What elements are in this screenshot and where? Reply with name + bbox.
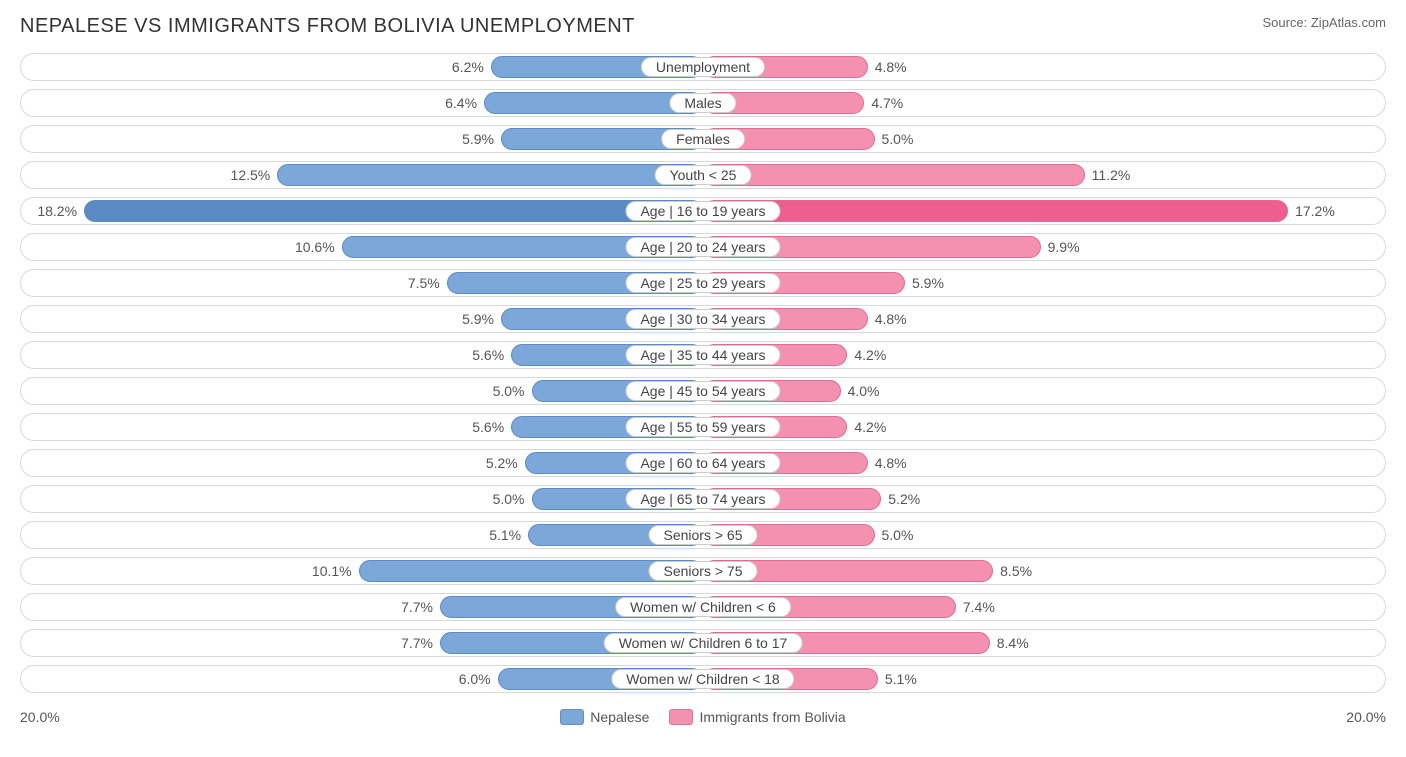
chart-row: 5.9% 5.0% Females — [20, 125, 1386, 153]
value-label-right: 8.4% — [989, 635, 1029, 651]
category-label: Unemployment — [641, 57, 765, 77]
value-label-left: 5.6% — [472, 347, 512, 363]
bar-right: 11.2% — [703, 164, 1085, 186]
value-label-right: 4.8% — [867, 455, 907, 471]
value-label-right: 4.0% — [840, 383, 880, 399]
category-label: Age | 55 to 59 years — [625, 417, 780, 437]
chart-row: 6.2% 4.8% Unemployment — [20, 53, 1386, 81]
value-label-left: 5.0% — [493, 383, 533, 399]
value-label-left: 10.1% — [312, 563, 360, 579]
chart-row: 6.4% 4.7% Males — [20, 89, 1386, 117]
chart-row: 12.5%11.2%Youth < 25 — [20, 161, 1386, 189]
value-label-left: 7.7% — [401, 599, 441, 615]
category-label: Age | 65 to 74 years — [625, 489, 780, 509]
legend-item-left: Nepalese — [560, 709, 649, 725]
bar-left: 18.2% — [84, 200, 703, 222]
value-label-right: 5.1% — [877, 671, 917, 687]
category-label: Age | 45 to 54 years — [625, 381, 780, 401]
chart-header: NEPALESE VS IMMIGRANTS FROM BOLIVIA UNEM… — [10, 10, 1396, 53]
category-label: Age | 16 to 19 years — [625, 201, 780, 221]
value-label-left: 12.5% — [231, 167, 279, 183]
category-label: Males — [669, 93, 736, 113]
value-label-right: 5.0% — [874, 131, 914, 147]
chart-row: 10.1% 8.5% Seniors > 75 — [20, 557, 1386, 585]
category-label: Women w/ Children < 6 — [615, 597, 791, 617]
value-label-left: 6.0% — [459, 671, 499, 687]
chart-row: 10.6% 9.9% Age | 20 to 24 years — [20, 233, 1386, 261]
value-label-right: 5.2% — [880, 491, 920, 507]
value-label-right: 4.2% — [846, 347, 886, 363]
category-label: Age | 35 to 44 years — [625, 345, 780, 365]
legend: Nepalese Immigrants from Bolivia — [60, 709, 1347, 725]
category-label: Age | 30 to 34 years — [625, 309, 780, 329]
value-label-right: 4.8% — [867, 59, 907, 75]
value-label-left: 5.1% — [489, 527, 529, 543]
category-label: Age | 25 to 29 years — [625, 273, 780, 293]
value-label-left: 5.9% — [462, 131, 502, 147]
legend-label-right: Immigrants from Bolivia — [699, 709, 845, 725]
value-label-left: 5.6% — [472, 419, 512, 435]
chart-area: 6.2% 4.8% Unemployment 6.4% 4.7% Males 5.9% 5.0… — [10, 53, 1396, 693]
value-label-left: 7.7% — [401, 635, 441, 651]
chart-row: 5.2% 4.8% Age | 60 to 64 years — [20, 449, 1386, 477]
chart-row: 5.0% 4.0% Age | 45 to 54 years — [20, 377, 1386, 405]
chart-row: 7.7% 8.4% Women w/ Children 6 to 17 — [20, 629, 1386, 657]
value-label-left: 5.9% — [462, 311, 502, 327]
bar-left: 12.5% — [277, 164, 703, 186]
category-label: Women w/ Children < 18 — [611, 669, 794, 689]
value-label-right: 7.4% — [955, 599, 995, 615]
value-label-right: 17.2% — [1287, 203, 1335, 219]
chart-footer: 20.0% Nepalese Immigrants from Bolivia 2… — [10, 701, 1396, 730]
value-label-left: 5.0% — [493, 491, 533, 507]
value-label-right: 8.5% — [992, 563, 1032, 579]
chart-row: 7.7% 7.4% Women w/ Children < 6 — [20, 593, 1386, 621]
chart-row: 6.0% 5.1% Women w/ Children < 18 — [20, 665, 1386, 693]
category-label: Youth < 25 — [655, 165, 752, 185]
value-label-right: 9.9% — [1040, 239, 1080, 255]
value-label-right: 11.2% — [1084, 167, 1131, 183]
value-label-left: 6.2% — [452, 59, 492, 75]
category-label: Seniors > 65 — [649, 525, 758, 545]
chart-row: 5.0% 5.2% Age | 65 to 74 years — [20, 485, 1386, 513]
legend-item-right: Immigrants from Bolivia — [669, 709, 845, 725]
legend-swatch-right — [669, 709, 693, 725]
category-label: Women w/ Children 6 to 17 — [604, 633, 803, 653]
legend-swatch-left — [560, 709, 584, 725]
chart-row: 5.6% 4.2% Age | 55 to 59 years — [20, 413, 1386, 441]
value-label-right: 4.8% — [867, 311, 907, 327]
category-label: Seniors > 75 — [649, 561, 758, 581]
axis-max-left: 20.0% — [20, 709, 60, 725]
value-label-right: 5.0% — [874, 527, 914, 543]
category-label: Age | 20 to 24 years — [625, 237, 780, 257]
axis-max-right: 20.0% — [1346, 709, 1386, 725]
value-label-left: 18.2% — [37, 203, 85, 219]
value-label-left: 7.5% — [408, 275, 448, 291]
chart-row: 5.6% 4.2% Age | 35 to 44 years — [20, 341, 1386, 369]
value-label-right: 4.2% — [846, 419, 886, 435]
value-label-right: 4.7% — [863, 95, 903, 111]
chart-row: 18.2%17.2%Age | 16 to 19 years — [20, 197, 1386, 225]
legend-label-left: Nepalese — [590, 709, 649, 725]
category-label: Age | 60 to 64 years — [625, 453, 780, 473]
chart-row: 7.5% 5.9% Age | 25 to 29 years — [20, 269, 1386, 297]
chart-title: NEPALESE VS IMMIGRANTS FROM BOLIVIA UNEM… — [20, 15, 635, 38]
chart-source: Source: ZipAtlas.com — [1262, 15, 1386, 30]
value-label-left: 5.2% — [486, 455, 526, 471]
bar-right: 17.2% — [703, 200, 1288, 222]
value-label-right: 5.9% — [904, 275, 944, 291]
category-label: Females — [661, 129, 745, 149]
value-label-left: 10.6% — [295, 239, 343, 255]
value-label-left: 6.4% — [445, 95, 485, 111]
chart-row: 5.1% 5.0% Seniors > 65 — [20, 521, 1386, 549]
chart-row: 5.9% 4.8% Age | 30 to 34 years — [20, 305, 1386, 333]
